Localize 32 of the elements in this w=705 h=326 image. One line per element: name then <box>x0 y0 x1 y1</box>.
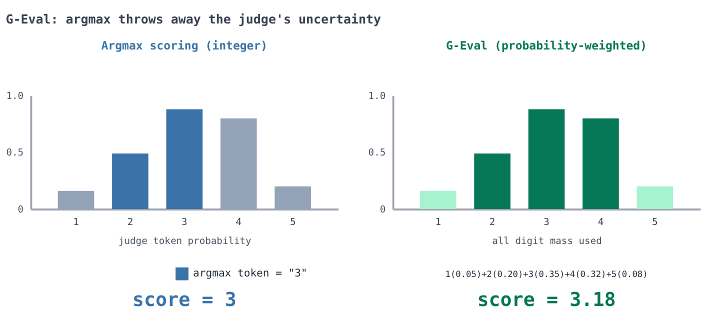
chart-title: G-Eval (probability-weighted) <box>446 38 648 53</box>
bar <box>112 153 148 210</box>
x-tick-label: 1 <box>435 216 442 228</box>
y-tick-label: 0 <box>380 204 386 216</box>
text: score = 3 <box>132 288 236 312</box>
x-axis-title: all digit mass used <box>492 236 602 248</box>
y-tick-label: 1.0 <box>6 91 24 102</box>
bar <box>166 109 203 210</box>
bar <box>636 186 674 210</box>
chart-title: Argmax scoring (integer) <box>101 38 268 53</box>
x-tick-label: 3 <box>544 216 550 228</box>
legend-label: argmax token = "3" <box>193 268 308 280</box>
y-tick-label: 0.5 <box>6 148 24 159</box>
y-tick-label: 1.0 <box>368 91 386 102</box>
x-tick-label: 1 <box>73 216 80 228</box>
chart-subtitle: G-Eval: argmax throws away the judge's uncertainty <box>6 12 382 27</box>
x-tick-label: 2 <box>127 216 134 228</box>
text: score = 3.18 <box>477 288 616 312</box>
x-tick-label: 4 <box>598 216 604 228</box>
y-tick-label: 0 <box>18 204 24 216</box>
bar <box>528 109 565 210</box>
x-axis-title: judge token probability <box>118 236 252 248</box>
x-tick-label: 4 <box>236 216 242 228</box>
bar <box>474 153 510 210</box>
bar <box>420 190 456 210</box>
x-tick-label: 5 <box>652 216 658 228</box>
x-tick-label: 2 <box>489 216 496 228</box>
bar <box>582 118 619 210</box>
x-tick-label: 3 <box>182 216 188 228</box>
y-tick-label: 0.5 <box>368 148 386 159</box>
text: 1(0.05)+2(0.20)+3(0.35)+4(0.32)+5(0.08) <box>445 270 648 280</box>
x-tick-label: 5 <box>290 216 296 228</box>
